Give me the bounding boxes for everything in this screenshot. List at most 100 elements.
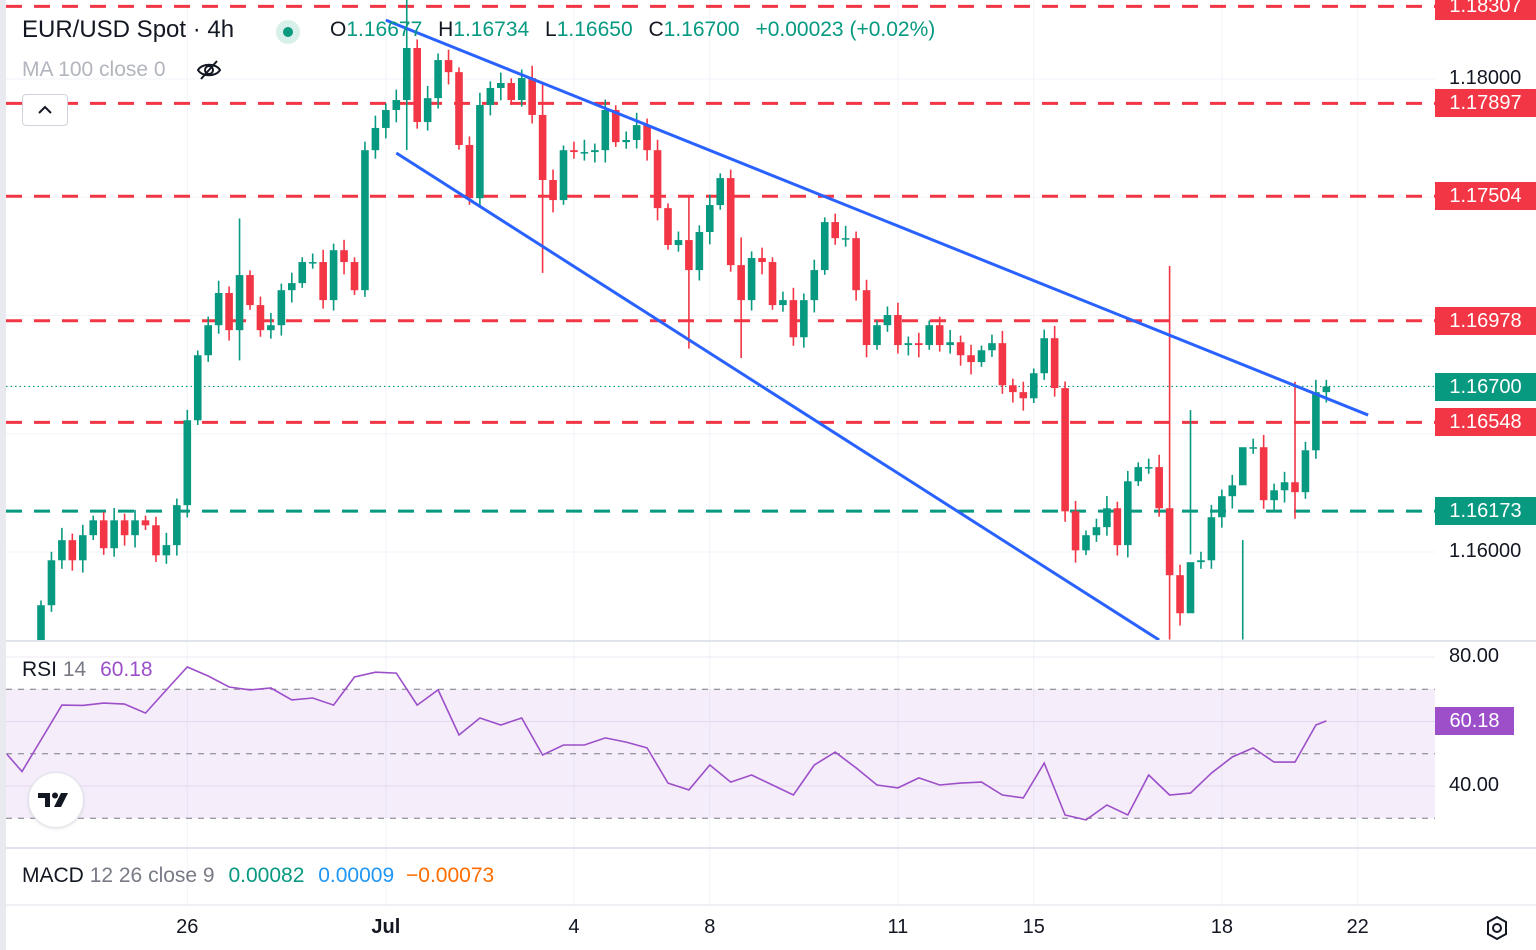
settings-gear-icon[interactable] <box>1484 915 1510 941</box>
candle <box>977 345 986 367</box>
candle-body <box>1312 392 1320 451</box>
candle <box>559 145 568 205</box>
time-axis-label: 15 <box>1022 916 1045 938</box>
candle-body <box>747 258 756 301</box>
price-axis-label: 1.18000 <box>1449 67 1522 89</box>
tradingview-logo-icon <box>38 792 68 807</box>
candle-body <box>99 520 108 549</box>
rsi-name: RSI <box>22 658 58 681</box>
symbol-title[interactable]: EUR/USD Spot · 4h <box>22 16 235 43</box>
candle <box>288 272 296 303</box>
level-price-tag: 1.16548 <box>1435 408 1536 437</box>
candle <box>1092 518 1101 542</box>
candle <box>800 293 808 348</box>
candle-body <box>340 250 348 263</box>
candle-body <box>935 325 944 346</box>
candle <box>601 99 610 163</box>
candle-body <box>528 78 536 115</box>
macd-params: 12 26 close 9 <box>89 864 215 887</box>
candle-body <box>1186 562 1195 614</box>
left-toolbar-edge <box>0 0 6 950</box>
candle-body <box>319 262 327 301</box>
candle-body <box>998 343 1007 386</box>
tradingview-logo[interactable] <box>28 772 84 828</box>
collapse-legend-button[interactable] <box>22 94 68 126</box>
candle-body <box>915 343 923 346</box>
candle-body <box>58 540 66 561</box>
trendlines[interactable] <box>385 18 1369 642</box>
trendline-lower[interactable] <box>395 151 1160 642</box>
eye-off-icon[interactable] <box>196 58 222 82</box>
rsi-params: 14 <box>62 658 87 681</box>
candle-body <box>852 238 860 291</box>
candle-body <box>1322 386 1331 393</box>
candle-body <box>162 545 171 556</box>
candle-body <box>716 178 725 206</box>
candle <box>1207 504 1216 569</box>
last-price-tag: 1.16700 <box>1435 373 1536 401</box>
candle <box>246 270 254 310</box>
candle-body <box>298 262 307 284</box>
candle-body <box>152 525 160 556</box>
candle-body <box>308 262 317 264</box>
candle <box>632 112 641 149</box>
candle <box>1291 381 1299 519</box>
candle-body <box>904 343 913 346</box>
candle <box>361 141 369 297</box>
candle-body <box>1134 467 1143 482</box>
horizontal-levels[interactable] <box>6 4 1435 513</box>
trendline-upper[interactable] <box>385 18 1369 417</box>
candle <box>277 283 286 336</box>
candles <box>37 0 1331 640</box>
time-axis-label: 11 <box>887 916 909 938</box>
candle-body <box>1165 508 1174 576</box>
candle-body <box>1207 517 1216 561</box>
ohlc-readout: O1.16677 H1.16734 L1.16650 C1.16700 +0.0… <box>330 18 945 42</box>
candle-body <box>288 283 296 291</box>
macd-legend[interactable]: MACD 12 26 close 9 0.00082 0.00009 −0.00… <box>22 864 494 888</box>
candle <box>131 509 139 548</box>
candle <box>1270 483 1278 511</box>
candle-body <box>653 150 662 209</box>
candle-body <box>925 325 934 346</box>
candle <box>152 516 160 562</box>
macd-histogram-value: −0.00073 <box>406 864 495 887</box>
rsi-value-tag: 60.18 <box>1435 707 1514 735</box>
candle <box>1103 495 1111 536</box>
candle-body <box>79 535 87 561</box>
rsi-legend[interactable]: RSI 14 60.18 <box>22 658 153 682</box>
candle <box>173 498 181 556</box>
candle <box>1029 368 1038 404</box>
candle-body <box>559 150 568 201</box>
candle-body <box>434 60 442 99</box>
candle <box>988 334 996 357</box>
candle-body <box>497 83 505 88</box>
rsi-axis-label: 80.00 <box>1449 645 1500 667</box>
candle-body <box>444 60 453 73</box>
time-axis-label: 18 <box>1210 916 1233 938</box>
chevron-up-icon <box>38 105 52 114</box>
candle-body <box>423 98 432 123</box>
candle-body <box>800 300 808 338</box>
candle-body <box>204 325 212 356</box>
ma-indicator-label[interactable]: MA 100 close 0 <box>22 58 166 81</box>
candle-body <box>183 420 192 506</box>
candle <box>1040 329 1048 380</box>
candle-body <box>549 179 557 201</box>
candle-body <box>1176 575 1184 614</box>
candle <box>841 225 850 247</box>
candle-body <box>988 343 996 351</box>
candle <box>580 139 589 161</box>
candle <box>204 316 212 362</box>
candle <box>1124 470 1132 558</box>
candle <box>946 329 954 354</box>
candle-body <box>1061 388 1069 512</box>
close-value: 1.16700 <box>663 18 740 41</box>
candle <box>1228 474 1237 509</box>
candle <box>402 0 411 150</box>
candle <box>120 513 129 546</box>
candle <box>1259 434 1268 509</box>
low-key: L <box>545 18 557 41</box>
candle-body <box>768 262 777 306</box>
